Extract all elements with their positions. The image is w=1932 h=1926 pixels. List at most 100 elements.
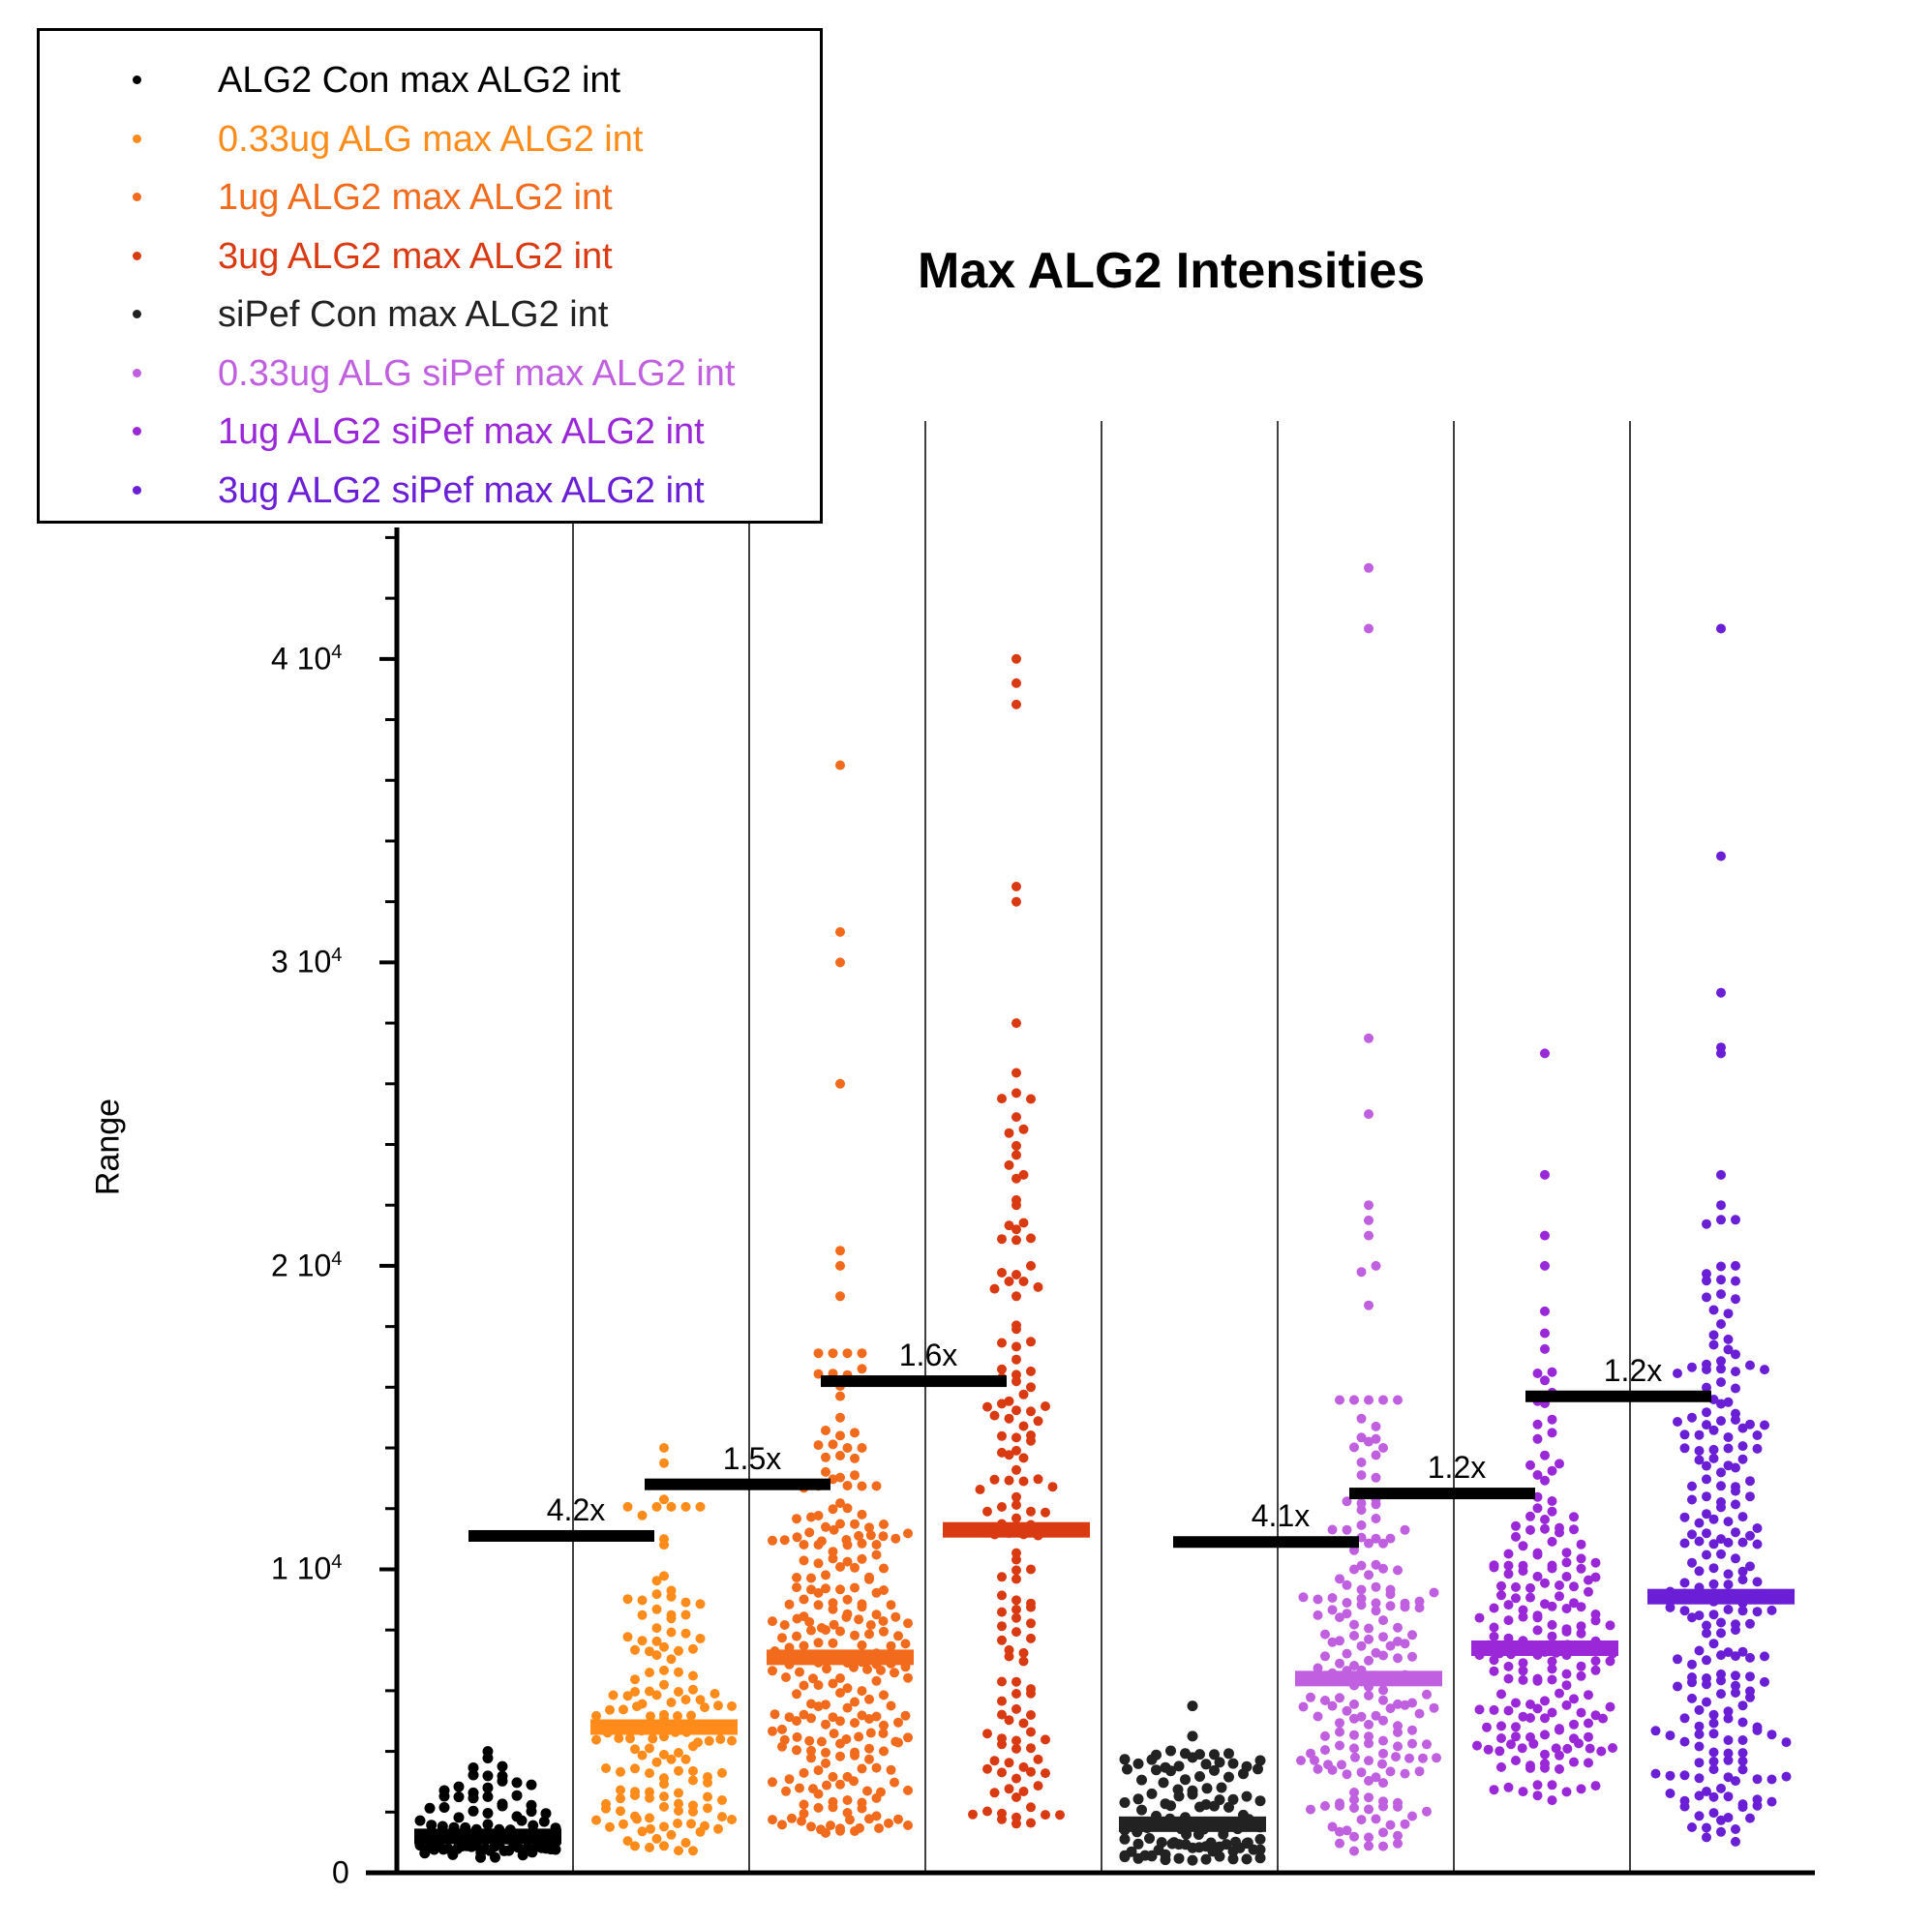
data-point [1356, 1815, 1367, 1825]
data-point [538, 1816, 550, 1827]
data-point [1158, 1777, 1169, 1789]
data-point [526, 1779, 537, 1791]
data-point [1371, 1772, 1381, 1783]
data-point [1414, 1708, 1425, 1719]
data-point [822, 1664, 831, 1674]
data-point [703, 1791, 712, 1802]
data-point [835, 957, 845, 968]
data-point [1518, 1674, 1528, 1685]
data-point [1254, 1795, 1266, 1807]
data-point [622, 1632, 633, 1642]
data-point [1364, 1841, 1374, 1851]
data-point [1702, 1269, 1711, 1279]
data-point [1737, 1512, 1748, 1522]
data-point [1342, 1769, 1352, 1780]
data-point [1011, 1405, 1021, 1416]
data-point [659, 1749, 669, 1760]
data-point [616, 1793, 625, 1804]
data-point [1400, 1524, 1410, 1535]
data-point [1011, 1068, 1021, 1078]
data-point [1011, 1445, 1021, 1456]
data-point [1200, 1759, 1212, 1770]
data-point [768, 1726, 777, 1736]
data-point [813, 1348, 824, 1359]
data-point [1011, 1743, 1021, 1754]
data-point [997, 1364, 1007, 1374]
data-point [1364, 1731, 1374, 1742]
data-point [1702, 1460, 1711, 1471]
data-point [784, 1774, 795, 1785]
data-point [1335, 1612, 1344, 1623]
data-point [1194, 1801, 1205, 1813]
data-point [1026, 1818, 1036, 1828]
data-point [591, 1710, 601, 1721]
data-point [835, 1519, 845, 1529]
data-point [1716, 1815, 1726, 1825]
data-point [482, 1782, 494, 1793]
data-point [1011, 1554, 1021, 1565]
data-point [688, 1775, 698, 1786]
data-point [997, 1739, 1007, 1750]
data-point [1576, 1670, 1586, 1681]
data-point [1511, 1531, 1521, 1542]
data-point [659, 1779, 669, 1790]
data-point [1371, 1433, 1381, 1444]
data-point [1132, 1793, 1144, 1805]
data-point [1026, 1233, 1036, 1244]
data-point [1518, 1787, 1528, 1797]
data-point [829, 1729, 839, 1739]
data-point [1694, 1645, 1705, 1656]
data-point [659, 1494, 669, 1505]
data-point [1378, 1563, 1388, 1574]
data-point [886, 1600, 896, 1610]
data-point [1716, 1650, 1726, 1661]
data-point [1026, 1506, 1036, 1517]
data-point [1708, 1757, 1719, 1766]
data-point [891, 1533, 901, 1544]
data-point [1708, 1709, 1719, 1720]
data-point [903, 1732, 913, 1743]
data-point [1418, 1753, 1428, 1763]
data-point [666, 1754, 677, 1764]
data-point [842, 1594, 853, 1605]
data-point [438, 1791, 450, 1802]
median-bars [414, 1521, 1795, 1845]
data-point [1165, 1800, 1176, 1812]
data-point [666, 1613, 677, 1624]
data-point [871, 1762, 882, 1773]
data-point [835, 1472, 845, 1483]
data-point [1011, 1491, 1021, 1502]
data-point [857, 1553, 867, 1564]
data-point [1737, 1717, 1748, 1728]
data-point [468, 1805, 479, 1817]
data-point [713, 1700, 723, 1711]
data-point [1364, 1690, 1374, 1700]
data-point [1716, 1481, 1726, 1491]
data-point [890, 1777, 899, 1788]
data-point [854, 1530, 864, 1541]
data-point [1731, 1294, 1740, 1305]
data-point [1378, 1395, 1388, 1405]
data-point [1673, 1681, 1682, 1692]
data-point [601, 1763, 611, 1773]
data-point [453, 1812, 465, 1823]
data-point [1679, 1713, 1690, 1724]
data-point [1723, 1813, 1734, 1822]
data-point [813, 1765, 824, 1776]
data-point [1356, 1711, 1367, 1722]
data-point [1547, 1664, 1557, 1674]
data-point [878, 1616, 889, 1626]
data-point [1760, 1651, 1769, 1662]
data-point [1026, 1618, 1036, 1629]
data-point [1766, 1605, 1777, 1615]
data-point [1489, 1655, 1499, 1666]
data-point [1327, 1593, 1338, 1603]
data-point [1708, 1808, 1719, 1819]
data-point [482, 1753, 494, 1763]
data-point [717, 1795, 727, 1805]
data-point [1731, 1367, 1740, 1377]
data-point [1723, 1309, 1734, 1319]
data-point [1679, 1736, 1690, 1747]
fold-change-bar [1349, 1488, 1535, 1500]
data-point [828, 1439, 838, 1450]
